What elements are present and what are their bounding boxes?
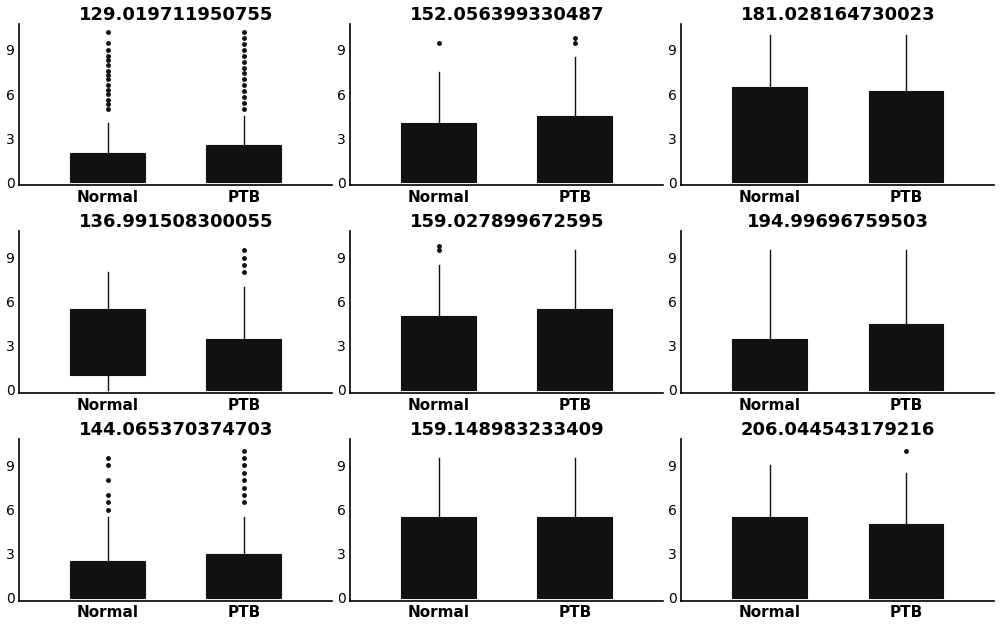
PathPatch shape [401,317,476,390]
PathPatch shape [869,91,943,182]
PathPatch shape [206,553,281,598]
PathPatch shape [401,123,476,182]
PathPatch shape [732,339,807,390]
Title: 159.148983233409: 159.148983233409 [410,421,604,439]
PathPatch shape [401,517,476,598]
PathPatch shape [537,116,612,182]
Title: 152.056399330487: 152.056399330487 [410,6,604,24]
PathPatch shape [70,153,145,182]
PathPatch shape [70,309,145,375]
Title: 129.019711950755: 129.019711950755 [79,6,273,24]
Title: 206.044543179216: 206.044543179216 [741,421,935,439]
Title: 194.99696759503: 194.99696759503 [747,213,929,231]
Title: 181.028164730023: 181.028164730023 [741,6,935,24]
PathPatch shape [869,524,943,598]
Title: 144.065370374703: 144.065370374703 [79,421,273,439]
PathPatch shape [537,309,612,390]
Title: 136.991508300055: 136.991508300055 [79,213,273,231]
PathPatch shape [70,561,145,598]
PathPatch shape [732,517,807,598]
PathPatch shape [732,87,807,182]
PathPatch shape [869,324,943,390]
PathPatch shape [206,339,281,390]
Title: 159.027899672595: 159.027899672595 [410,213,604,231]
PathPatch shape [537,517,612,598]
PathPatch shape [206,145,281,182]
